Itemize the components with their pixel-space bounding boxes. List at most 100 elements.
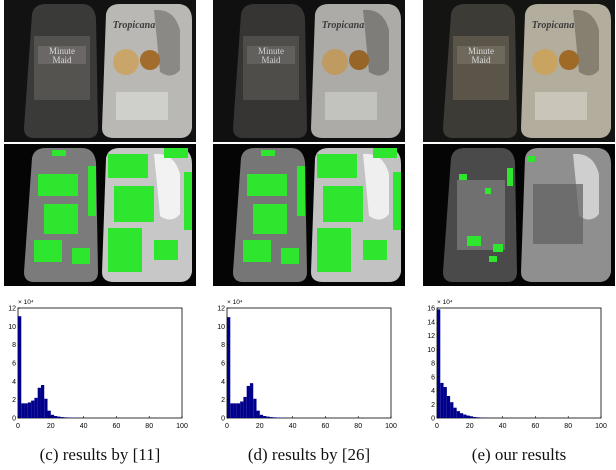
error-map-image xyxy=(423,144,615,286)
histogram-bar xyxy=(446,396,451,418)
histogram-bar xyxy=(473,416,477,418)
histogram-bar xyxy=(50,414,55,418)
histogram-bar xyxy=(47,410,51,418)
y-tick-label: 4 xyxy=(12,379,16,386)
y-tick-label: 12 xyxy=(8,306,16,313)
minute-maid-label-2: Maid xyxy=(53,55,72,65)
x-tick-label: 0 xyxy=(435,423,439,430)
x-tick-label: 100 xyxy=(176,423,188,430)
minute-maid-label: Minute xyxy=(49,46,75,56)
error-map xyxy=(4,144,196,286)
histogram-bar xyxy=(256,410,260,418)
y-tick-label: 4 xyxy=(221,379,225,386)
caption-d: (d) results by [26] xyxy=(247,445,371,464)
histogram-bar xyxy=(240,401,244,418)
y-tick-label: 12 xyxy=(217,306,225,313)
y-tick-label: 12 xyxy=(427,333,435,340)
histogram-bar xyxy=(31,400,35,418)
histogram-bar xyxy=(243,396,247,418)
histogram-bar xyxy=(453,407,457,418)
x-tick-label: 40 xyxy=(499,423,507,430)
y-tick-label: 6 xyxy=(431,374,435,381)
histogram-bar xyxy=(60,417,64,418)
histogram-bar xyxy=(450,402,454,418)
scale-label: × 10⁴ xyxy=(18,299,34,306)
error-map-image xyxy=(4,144,196,286)
histogram-bar xyxy=(272,417,277,418)
histogram-bar xyxy=(259,414,264,418)
histogram-bar xyxy=(466,415,470,418)
caption-e: (e) our results xyxy=(471,445,567,464)
error-map-image xyxy=(213,144,405,286)
y-tick-label: 8 xyxy=(431,361,435,368)
histogram-bar xyxy=(469,416,474,418)
x-tick-label: 100 xyxy=(595,423,607,430)
histogram-bar xyxy=(57,416,61,418)
y-tick-label: 16 xyxy=(427,306,435,313)
input-image: Minute Maid Tropicana xyxy=(213,0,405,142)
histogram-bar xyxy=(37,387,41,418)
input-image: Minute Maid Tropicana xyxy=(4,0,196,142)
x-tick-label: 60 xyxy=(532,423,540,430)
input-image: Minute Maid Tropicana xyxy=(423,0,615,142)
scale-label: × 10⁴ xyxy=(437,299,453,306)
y-tick-label: 0 xyxy=(431,416,435,423)
error-map xyxy=(423,144,615,286)
histogram-bar xyxy=(21,403,25,418)
y-tick-label: 6 xyxy=(221,361,225,368)
x-tick-label: 80 xyxy=(354,423,362,430)
histogram-bar xyxy=(27,402,32,418)
x-tick-label: 60 xyxy=(113,423,121,430)
histogram-chart: 0 20 40 60 80 100 0 2 4 6 8 10 12 14 16× 10⁴ xyxy=(427,299,607,430)
histogram-bar xyxy=(476,417,480,418)
y-tick-label: 10 xyxy=(427,347,435,354)
histogram-bar xyxy=(443,387,447,418)
scale-label: × 10⁴ xyxy=(227,299,243,306)
histogram-bar xyxy=(34,397,38,418)
histogram-bar xyxy=(236,403,241,418)
histogram-bar xyxy=(269,417,273,418)
column-e: Minute Maid Tropicana 0 20 40 60 8 xyxy=(423,0,615,470)
tropicana-label: Tropicana xyxy=(322,20,364,31)
histogram-bar xyxy=(44,398,48,418)
y-tick-label: 2 xyxy=(431,402,435,409)
y-tick-label: 8 xyxy=(12,342,16,349)
error-map xyxy=(213,144,405,286)
histogram-bar xyxy=(40,385,45,418)
y-tick-label: 8 xyxy=(221,342,225,349)
x-tick-label: 20 xyxy=(466,423,474,430)
y-tick-label: 0 xyxy=(12,416,16,423)
x-tick-label: 40 xyxy=(289,423,297,430)
minute-maid-label: Minute xyxy=(468,46,494,56)
y-tick-label: 14 xyxy=(427,319,435,326)
histogram-bar xyxy=(24,403,28,418)
histogram-c: 0 20 40 60 80 100 0 2 4 6 8 10 12 × 10⁴ xyxy=(4,290,196,440)
y-tick-label: 4 xyxy=(431,388,435,395)
input-photo: Minute Maid Tropicana xyxy=(4,0,196,142)
x-tick-label: 100 xyxy=(385,423,397,430)
x-tick-label: 80 xyxy=(564,423,572,430)
tropicana-label: Tropicana xyxy=(113,20,155,31)
caption-c: (c) results by [11] xyxy=(39,445,161,464)
column-c: Minute Maid Tropicana 0 2 0 4 xyxy=(4,0,196,470)
y-tick-label: 2 xyxy=(12,397,16,404)
input-photo: Minute Maid Tropicana xyxy=(213,0,405,142)
histogram-bar xyxy=(440,382,444,418)
tropicana-label: Tropicana xyxy=(532,20,574,31)
histogram-bar xyxy=(253,398,257,418)
x-tick-label: 20 xyxy=(256,423,264,430)
histogram-bar xyxy=(249,383,254,418)
x-tick-label: 0 xyxy=(225,423,229,430)
input-photo: Minute Maid Tropicana xyxy=(423,0,615,142)
histogram-bar xyxy=(54,415,58,418)
minute-maid-label-2: Maid xyxy=(472,55,491,65)
histogram-chart: 0 20 40 60 80 100 0 2 4 6 8 10 12× 10⁴ xyxy=(8,299,188,430)
histogram-bar xyxy=(230,403,234,418)
y-tick-label: 10 xyxy=(217,324,225,331)
x-tick-label: 0 xyxy=(16,423,20,430)
y-tick-label: 0 xyxy=(221,416,225,423)
plot-frame xyxy=(436,307,602,419)
histogram-d: 0 20 40 60 80 100 0 2 4 6 8 10 12 × 10⁴ xyxy=(213,290,405,440)
histogram-bar xyxy=(463,414,467,418)
x-tick-label: 60 xyxy=(322,423,330,430)
